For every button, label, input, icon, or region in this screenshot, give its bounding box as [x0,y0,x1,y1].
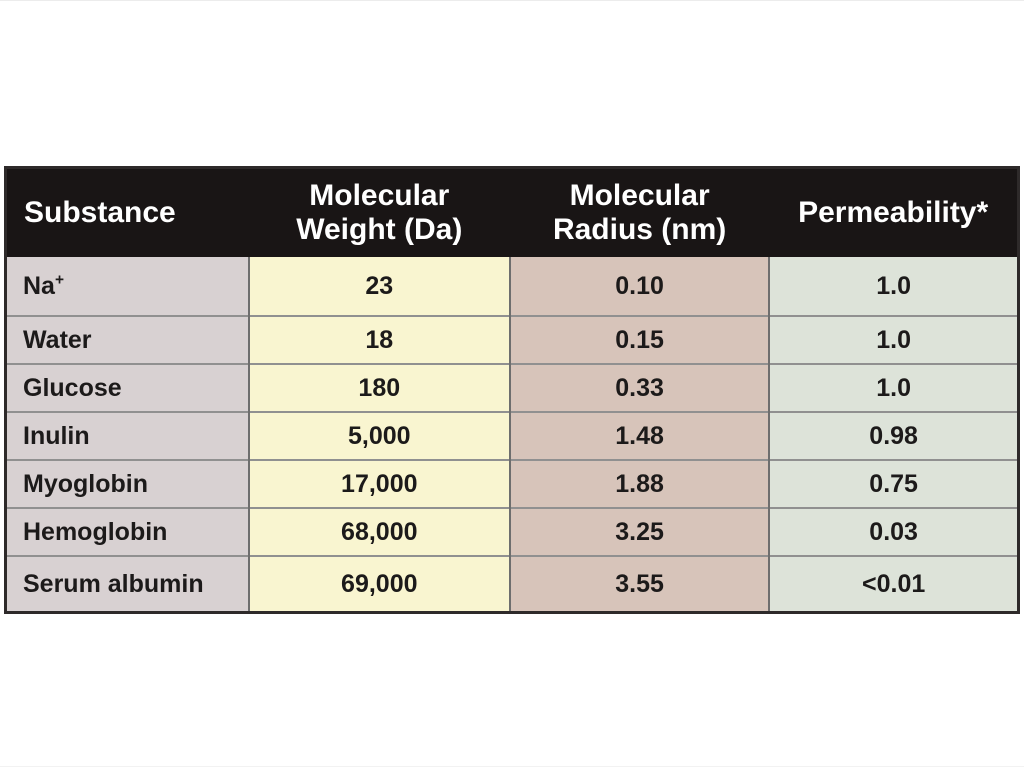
cell-permeability: 1.0 [768,257,1019,316]
cell-substance: Inulin [5,411,249,460]
cell-molecular-weight: 17,000 [247,459,510,508]
cell-substance: Water [5,315,249,364]
cell-molecular-radius: 1.48 [508,411,770,460]
cell-molecular-weight: 180 [247,363,510,412]
table-row-sodium: Na+ 23 0.10 1.0 [5,257,1019,316]
header-permeability: Permeability* [769,167,1019,257]
cell-molecular-radius: 3.25 [508,507,770,556]
cell-permeability: <0.01 [768,555,1019,613]
cell-molecular-weight: 23 [247,257,510,316]
cell-molecular-radius: 0.33 [508,363,770,412]
cell-permeability: 0.03 [768,507,1019,556]
table-row-glucose: Glucose 180 0.33 1.0 [5,363,1019,412]
table-row-water: Water 18 0.15 1.0 [5,315,1019,364]
cell-permeability: 1.0 [768,315,1019,364]
header-molecular-weight: Molecular Weight (Da) [248,167,510,257]
permeability-table: Substance Molecular Weight (Da) Molecula… [4,166,1020,614]
superscript-plus: + [54,271,65,289]
header-substance-label: Substance [24,195,176,229]
cell-permeability: 0.75 [768,459,1019,508]
cell-substance: Hemoglobin [5,507,249,556]
cell-substance: Na+ [5,257,249,316]
cell-molecular-radius: 0.10 [508,257,770,316]
header-substance: Substance [5,167,249,257]
cell-molecular-weight: 68,000 [247,507,510,556]
cell-molecular-radius: 1.88 [508,459,770,508]
cell-molecular-radius: 3.55 [508,555,770,613]
header-molecular-radius: Molecular Radius (nm) [509,167,770,257]
cell-permeability: 0.98 [768,411,1019,460]
table-row-myoglobin: Myoglobin 17,000 1.88 0.75 [5,459,1019,508]
cell-substance: Glucose [5,363,249,412]
table-row-inulin: Inulin 5,000 1.48 0.98 [5,411,1019,460]
table-row-hemoglobin: Hemoglobin 68,000 3.25 0.03 [5,507,1019,556]
cell-molecular-radius: 0.15 [508,315,770,364]
cell-molecular-weight: 5,000 [247,411,510,460]
cell-molecular-weight: 69,000 [247,555,510,613]
cell-molecular-weight: 18 [247,315,510,364]
table-row-serum-albumin: Serum albumin 69,000 3.55 <0.01 [5,555,1019,613]
cell-substance: Serum albumin [5,555,249,613]
header-row: Substance Molecular Weight (Da) Molecula… [5,167,1019,257]
cell-permeability: 1.0 [768,363,1019,412]
cell-substance: Myoglobin [5,459,249,508]
